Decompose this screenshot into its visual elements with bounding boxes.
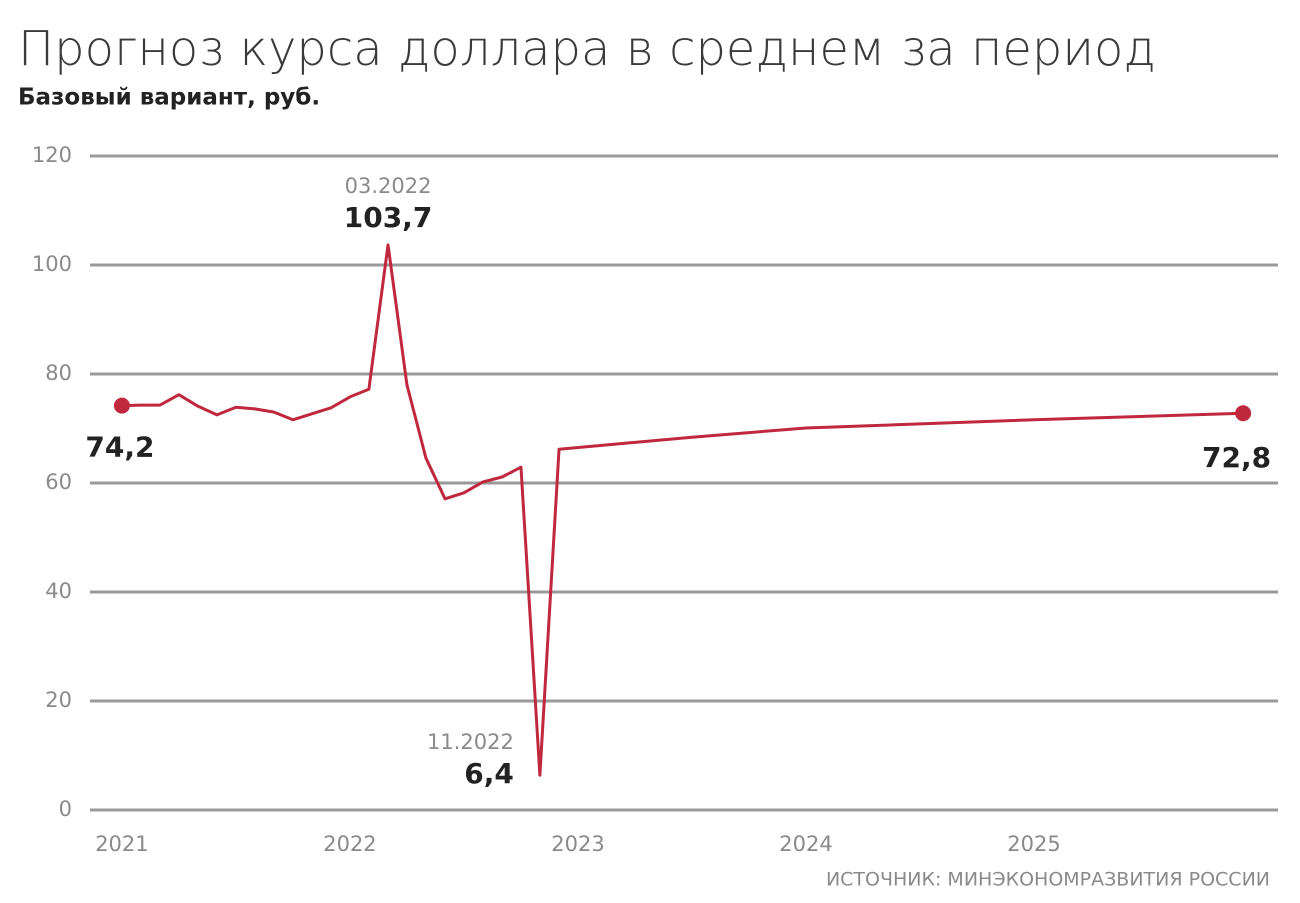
- x-tick-label: 2025: [1007, 832, 1060, 856]
- y-tick-label: 60: [45, 470, 72, 494]
- y-tick-label: 0: [59, 797, 72, 821]
- date-label: 03.2022: [345, 174, 432, 198]
- value-label: 6,4: [464, 757, 514, 790]
- x-tick-label: 2022: [323, 832, 376, 856]
- y-tick-label: 120: [32, 143, 72, 167]
- line: [121, 243, 1244, 777]
- end-marker: [113, 397, 130, 414]
- x-tick-label: 2021: [95, 832, 148, 856]
- source: ИСТОЧНИК: МИНЭКОНОМРАЗВИТИЯ РОССИИ: [826, 869, 1270, 891]
- y-tick-label: 40: [45, 579, 72, 603]
- chart-title: Прогноз курса доллара в среднем за перио…: [18, 21, 1156, 77]
- end-marker: [1235, 405, 1252, 422]
- y-tick-label: 80: [45, 361, 72, 385]
- x-tick-label: 2024: [779, 832, 832, 856]
- x-tick-label: 2023: [551, 832, 604, 856]
- y-tick-label: 20: [45, 688, 72, 712]
- value-label: 74,2: [85, 431, 154, 464]
- y-tick-label: 100: [32, 252, 72, 276]
- value-label: 72,8: [1202, 441, 1271, 474]
- chart-subtitle: Базовый вариант, руб.: [18, 85, 320, 111]
- date-label: 11.2022: [427, 730, 514, 754]
- value-label: 103,7: [344, 201, 433, 234]
